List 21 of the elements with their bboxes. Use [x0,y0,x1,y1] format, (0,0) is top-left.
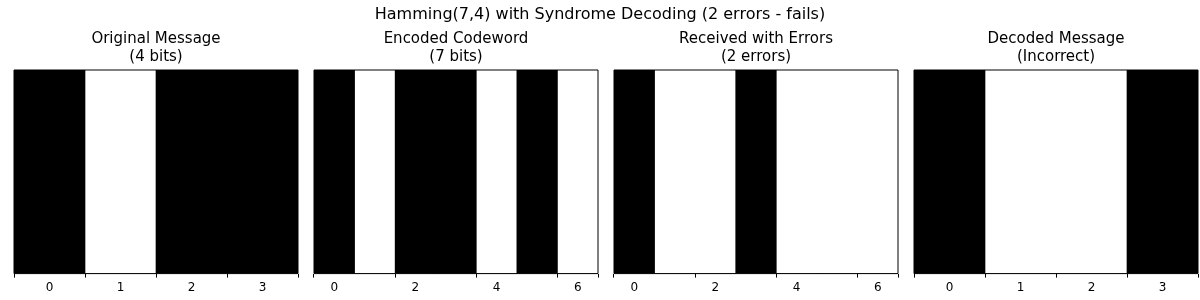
chart-title: Received with Errors (2 errors) [679,28,834,65]
chart-title: Original Message (4 bits) [91,28,221,65]
x-tick-label: 1 [1016,279,1025,294]
x-tick-label: 3 [258,279,267,294]
x-tick-label: 0 [630,279,639,294]
x-tick-label: 6 [873,279,882,294]
x-tick-label: 4 [492,279,501,294]
x-tick-label: 1 [116,279,125,294]
x-tick-label: 6 [573,279,582,294]
text: Hamming(7,4) with Syndrome Decoding (2 errors - fails) [373,4,827,23]
x-tick-label: 0 [945,279,954,294]
chart-title: Decoded Message (Incorrect) [987,28,1125,65]
x-tick-label: 4 [792,279,801,294]
x-tick-label: 0 [45,279,54,294]
x-tick-label: 2 [1087,279,1096,294]
x-tick-label: 2 [411,279,420,294]
x-tick-label: 0 [330,279,339,294]
x-tick-label: 2 [711,279,720,294]
x-tick-label: 2 [187,279,196,294]
chart-title: Encoded Codeword (7 bits) [383,28,529,65]
x-tick-label: 3 [1158,279,1167,294]
